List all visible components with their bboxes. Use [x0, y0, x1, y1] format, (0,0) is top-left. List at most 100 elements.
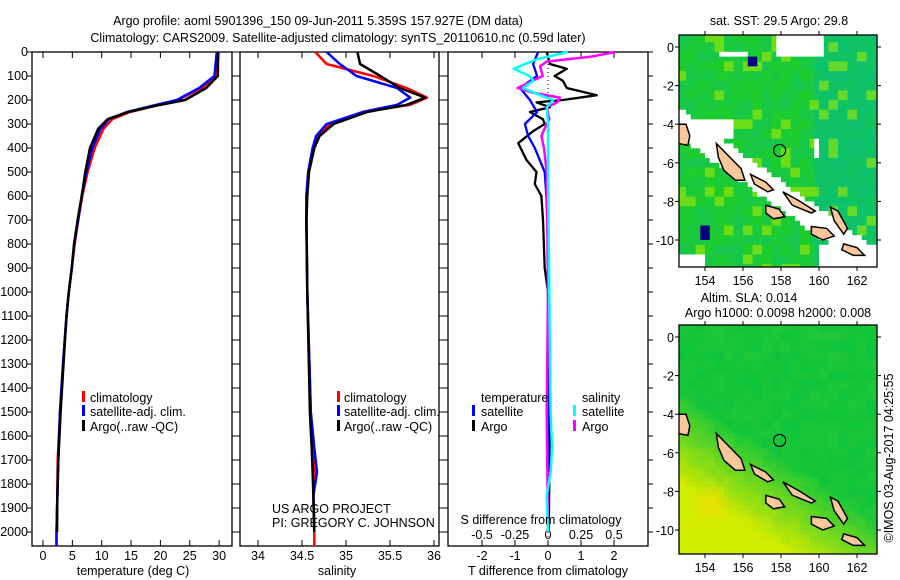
map-cell [828, 549, 834, 554]
map-cell [847, 457, 853, 463]
map-cell [709, 61, 716, 67]
map-cell [681, 186, 687, 193]
map-cell [857, 491, 863, 497]
map-cell [705, 95, 711, 101]
map-cell [738, 520, 744, 526]
map-cell [762, 539, 768, 545]
map-cell [833, 66, 839, 72]
map-cell [847, 167, 853, 173]
map-cell [766, 448, 773, 454]
map-cell [719, 172, 725, 178]
map-cell [842, 544, 849, 550]
map-cell [719, 225, 725, 231]
map-cell [752, 95, 758, 101]
map-cell [781, 264, 787, 267]
map-cell [776, 100, 782, 106]
map-cell [871, 37, 877, 43]
map-cell [679, 505, 682, 512]
map-cell [847, 148, 853, 154]
map-cell [766, 438, 773, 444]
map-cell [757, 414, 763, 420]
map-cell [695, 476, 701, 483]
map-cell [681, 361, 687, 367]
map-cell [686, 539, 692, 545]
map-cell [719, 220, 725, 227]
map-cell [705, 133, 711, 140]
map-cell [823, 385, 830, 391]
map-cell [700, 230, 706, 236]
map-cell [714, 501, 720, 507]
map-cell [724, 66, 730, 72]
map-cell [814, 472, 820, 478]
map-cell [752, 375, 758, 381]
map-cell [857, 90, 863, 96]
map-cell [790, 182, 796, 188]
map-cell [800, 486, 806, 492]
map-cell [743, 85, 749, 91]
map-cell [833, 394, 839, 401]
map-cell [828, 80, 834, 87]
legend-swatch-s-satellite [573, 405, 576, 416]
map-cell [743, 259, 749, 265]
map-cell [728, 109, 735, 116]
map-cell [695, 496, 701, 502]
map-cell [823, 129, 830, 135]
map-cell [857, 225, 863, 231]
map-cell [861, 414, 868, 420]
map-cell [724, 365, 730, 372]
map-cell [686, 172, 692, 178]
map-cell [866, 206, 872, 212]
map-cell [686, 515, 692, 521]
map-cell [852, 66, 858, 72]
legend-swatch-s-argo [573, 420, 576, 431]
map-cell [695, 443, 701, 449]
map-cell [852, 428, 858, 435]
map-cell [762, 380, 768, 386]
map-cell [752, 448, 758, 454]
map-cell [833, 515, 839, 521]
map-cell [814, 220, 820, 227]
map-cell [861, 341, 868, 348]
map-cell [842, 539, 849, 545]
map-cell [728, 375, 735, 381]
map-frame [678, 324, 878, 555]
map-cell [857, 332, 863, 338]
map-cell [776, 80, 782, 87]
map-cell [852, 476, 858, 483]
map-cell [785, 476, 792, 483]
map-cell [709, 394, 716, 401]
map-cell [681, 544, 687, 550]
map-cell [838, 539, 844, 545]
map-cell [776, 361, 782, 367]
map-cell [857, 177, 863, 183]
map-cell [866, 370, 872, 377]
map-cell [738, 259, 744, 265]
map-cell [785, 462, 792, 468]
map-cell [709, 104, 716, 111]
map-cell [781, 375, 787, 381]
map-cell [690, 158, 697, 164]
map-cell [686, 351, 692, 357]
map-cell [752, 235, 758, 241]
map-cell [785, 539, 792, 545]
map-cell [790, 90, 796, 96]
map-cell [804, 153, 811, 159]
map-cell [866, 327, 872, 333]
map-cell [833, 539, 839, 545]
map-cell [790, 186, 796, 193]
map-cell [695, 158, 701, 164]
map-cell [738, 35, 744, 38]
map-cell [804, 467, 811, 473]
map-cell [695, 196, 701, 202]
map-cell [771, 443, 777, 449]
map-cell [771, 95, 777, 101]
map-cell [762, 414, 768, 420]
map-cell [828, 138, 834, 145]
map-cell [767, 554, 772, 559]
map-cell [709, 148, 716, 154]
map-cell [785, 438, 792, 444]
map-cell [771, 385, 777, 391]
map-cell [757, 254, 763, 260]
map-cell [842, 133, 849, 140]
map-cell [766, 109, 773, 116]
